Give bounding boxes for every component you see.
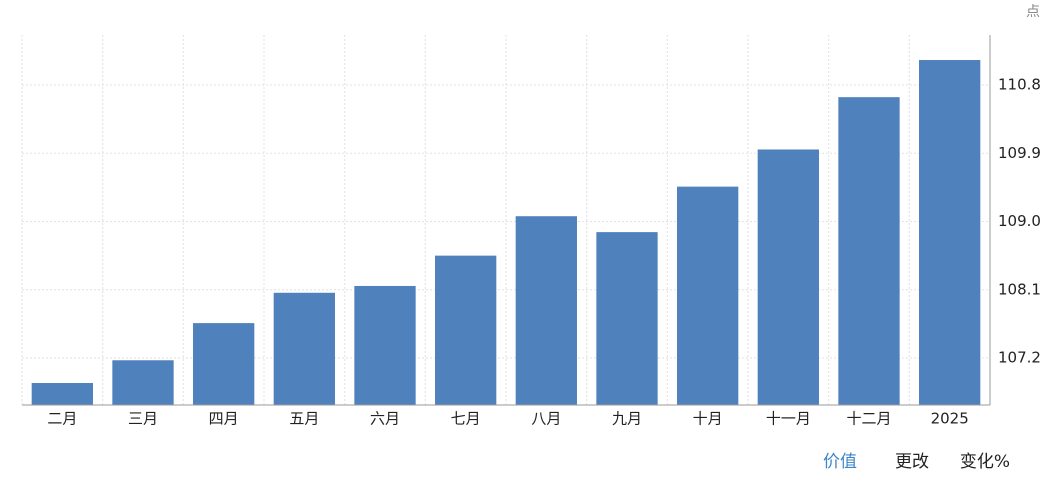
bar — [193, 323, 255, 405]
x-tick-label: 十一月 — [766, 410, 811, 428]
y-tick-label: 109.0 — [998, 212, 1041, 230]
tab[interactable]: 价值 — [823, 452, 857, 472]
y-tick-label: 110.8 — [998, 76, 1041, 94]
bar — [31, 383, 93, 405]
bar — [435, 255, 497, 405]
bar — [677, 186, 739, 405]
x-tick-label: 九月 — [612, 410, 642, 428]
bar — [596, 232, 658, 405]
x-tick-label: 三月 — [128, 410, 158, 428]
bar — [757, 149, 819, 405]
x-tick-label: 六月 — [370, 410, 400, 428]
bar — [515, 216, 577, 405]
bar — [354, 285, 416, 405]
x-tick-label: 十二月 — [846, 410, 891, 428]
x-tick-label: 七月 — [451, 410, 481, 428]
bar — [273, 292, 335, 405]
bar — [838, 97, 900, 406]
x-tick-label: 二月 — [47, 410, 77, 428]
unit-label: 点 — [1026, 4, 1040, 20]
x-tick-label: 五月 — [289, 410, 319, 428]
bar — [919, 60, 981, 405]
x-tick-label: 八月 — [531, 410, 561, 428]
y-tick-label: 109.9 — [998, 144, 1041, 162]
tab[interactable]: 更改 — [895, 452, 929, 472]
x-tick-label: 2025 — [931, 410, 969, 428]
x-tick-label: 十月 — [693, 410, 723, 428]
y-tick-label: 107.2 — [998, 348, 1041, 366]
x-tick-label: 四月 — [209, 410, 239, 428]
y-tick-label: 108.1 — [998, 280, 1041, 298]
bar — [112, 360, 174, 405]
tab[interactable]: 变化% — [960, 452, 1010, 472]
